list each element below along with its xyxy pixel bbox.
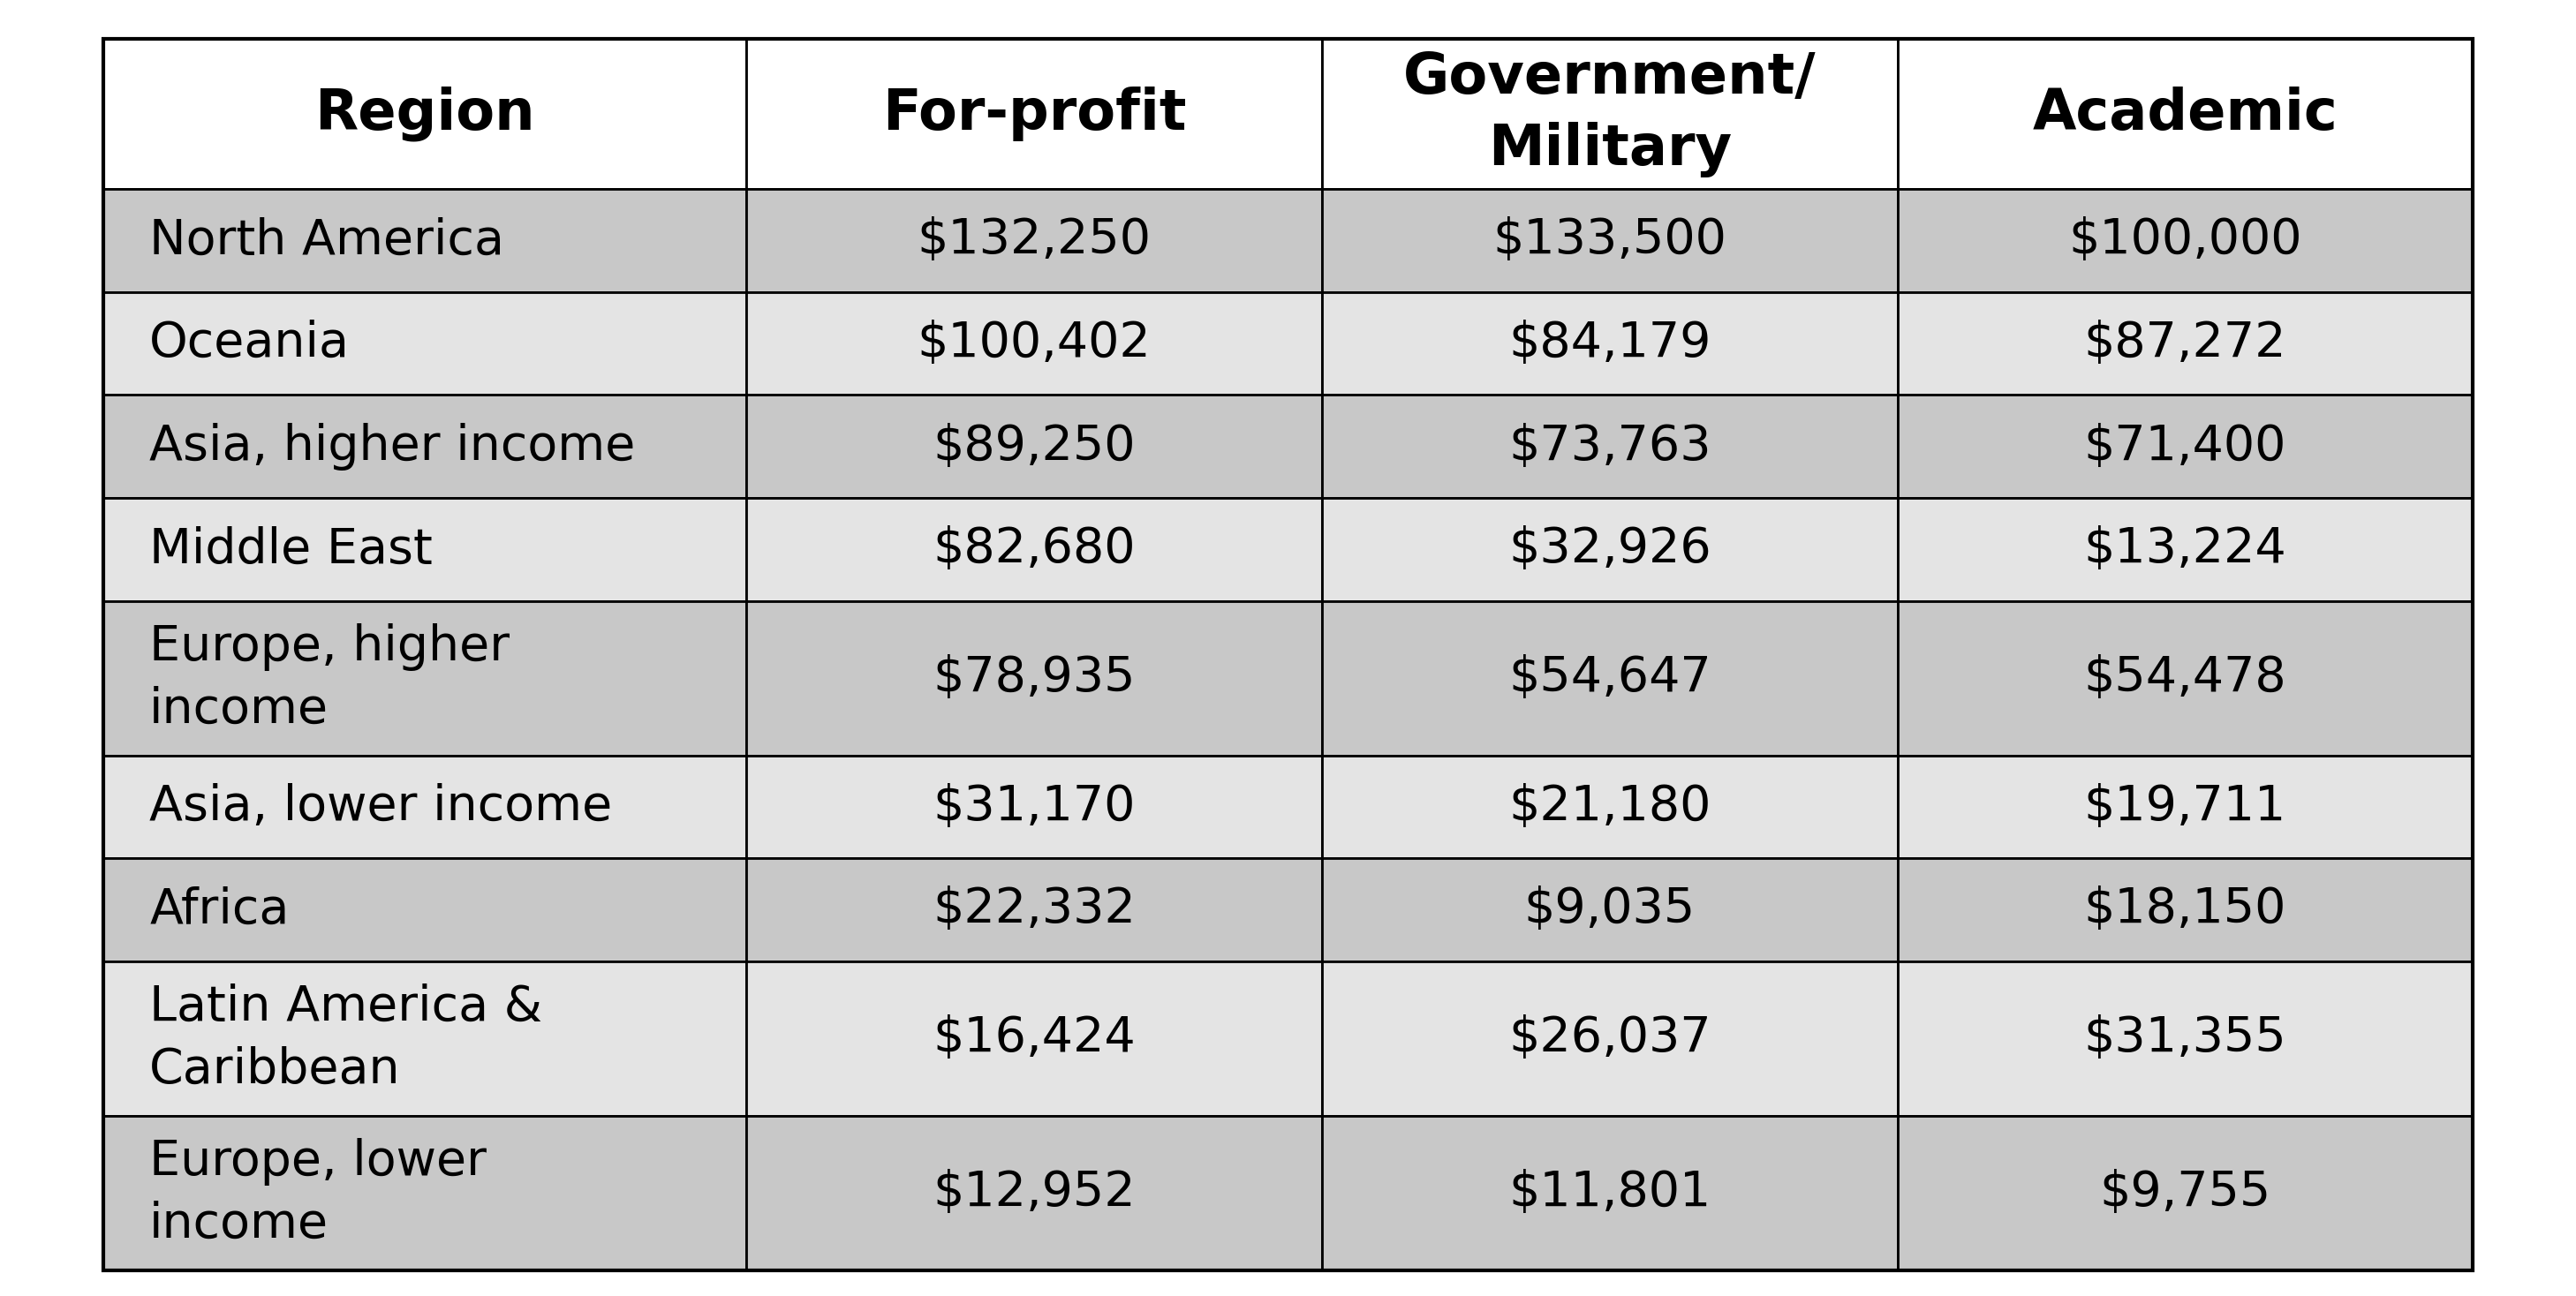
Text: North America: North America bbox=[149, 216, 505, 264]
Bar bbox=[103, 1116, 747, 1270]
Bar bbox=[103, 962, 747, 1116]
Text: Asia, lower income: Asia, lower income bbox=[149, 783, 613, 831]
Bar bbox=[1321, 601, 1899, 756]
Text: $78,935: $78,935 bbox=[933, 654, 1136, 702]
Bar bbox=[1321, 189, 1899, 292]
Text: Asia, higher income: Asia, higher income bbox=[149, 422, 636, 470]
Bar bbox=[747, 189, 1321, 292]
Text: $100,402: $100,402 bbox=[917, 320, 1151, 367]
Bar bbox=[1899, 601, 2473, 756]
Bar bbox=[103, 395, 747, 498]
Bar bbox=[747, 292, 1321, 395]
Text: $100,000: $100,000 bbox=[2069, 216, 2303, 264]
Bar bbox=[747, 1116, 1321, 1270]
Text: $11,801: $11,801 bbox=[1510, 1169, 1710, 1217]
Bar bbox=[1899, 39, 2473, 189]
Text: Africa: Africa bbox=[149, 886, 289, 933]
Bar bbox=[1899, 395, 2473, 498]
Bar bbox=[103, 858, 747, 962]
Text: $9,755: $9,755 bbox=[2099, 1169, 2272, 1217]
Text: Academic: Academic bbox=[2032, 87, 2339, 141]
Text: $21,180: $21,180 bbox=[1510, 783, 1710, 831]
Text: Region: Region bbox=[314, 87, 536, 141]
Bar bbox=[103, 189, 747, 292]
Text: Middle East: Middle East bbox=[149, 526, 433, 573]
Bar bbox=[1321, 858, 1899, 962]
Bar bbox=[1899, 498, 2473, 601]
Bar bbox=[103, 601, 747, 756]
Bar bbox=[1321, 39, 1899, 189]
Bar bbox=[103, 39, 747, 189]
Bar bbox=[1321, 292, 1899, 395]
Bar bbox=[747, 756, 1321, 858]
Text: Latin America &
Caribbean: Latin America & Caribbean bbox=[149, 984, 544, 1094]
Bar bbox=[103, 292, 747, 395]
Text: Europe, higher
income: Europe, higher income bbox=[149, 623, 510, 734]
Bar bbox=[1321, 756, 1899, 858]
Text: $13,224: $13,224 bbox=[2084, 526, 2287, 573]
Bar bbox=[1899, 189, 2473, 292]
Bar bbox=[747, 962, 1321, 1116]
Bar bbox=[1899, 962, 2473, 1116]
Text: $18,150: $18,150 bbox=[2084, 886, 2287, 933]
Text: $132,250: $132,250 bbox=[917, 216, 1151, 264]
Text: $22,332: $22,332 bbox=[933, 886, 1136, 933]
Bar bbox=[1899, 858, 2473, 962]
Bar bbox=[1321, 1116, 1899, 1270]
Bar bbox=[747, 858, 1321, 962]
Text: Europe, lower
income: Europe, lower income bbox=[149, 1138, 487, 1248]
Text: $9,035: $9,035 bbox=[1525, 886, 1695, 933]
Text: $84,179: $84,179 bbox=[1510, 320, 1710, 367]
Text: $31,355: $31,355 bbox=[2084, 1015, 2287, 1063]
Bar bbox=[103, 756, 747, 858]
Text: For-profit: For-profit bbox=[881, 87, 1188, 141]
Bar bbox=[1899, 292, 2473, 395]
Text: $133,500: $133,500 bbox=[1494, 216, 1726, 264]
Bar bbox=[1899, 1116, 2473, 1270]
Text: $87,272: $87,272 bbox=[2084, 320, 2287, 367]
Text: $54,647: $54,647 bbox=[1510, 654, 1710, 702]
Text: $82,680: $82,680 bbox=[933, 526, 1136, 573]
Text: $26,037: $26,037 bbox=[1510, 1015, 1710, 1063]
Text: $16,424: $16,424 bbox=[933, 1015, 1136, 1063]
Text: $31,170: $31,170 bbox=[933, 783, 1136, 831]
Bar bbox=[747, 395, 1321, 498]
Bar bbox=[1321, 395, 1899, 498]
Text: Government/
Military: Government/ Military bbox=[1404, 51, 1816, 178]
Text: $89,250: $89,250 bbox=[933, 422, 1136, 470]
Text: $32,926: $32,926 bbox=[1510, 526, 1710, 573]
Text: $71,400: $71,400 bbox=[2084, 422, 2287, 470]
Text: $19,711: $19,711 bbox=[2084, 783, 2287, 831]
Bar bbox=[747, 498, 1321, 601]
Text: $73,763: $73,763 bbox=[1510, 422, 1710, 470]
Bar bbox=[1321, 498, 1899, 601]
Bar bbox=[1321, 962, 1899, 1116]
Text: $12,952: $12,952 bbox=[933, 1169, 1136, 1217]
Text: Oceania: Oceania bbox=[149, 320, 350, 367]
Bar bbox=[1899, 756, 2473, 858]
Text: $54,478: $54,478 bbox=[2084, 654, 2287, 702]
Bar bbox=[103, 498, 747, 601]
Bar bbox=[747, 39, 1321, 189]
Bar bbox=[747, 601, 1321, 756]
